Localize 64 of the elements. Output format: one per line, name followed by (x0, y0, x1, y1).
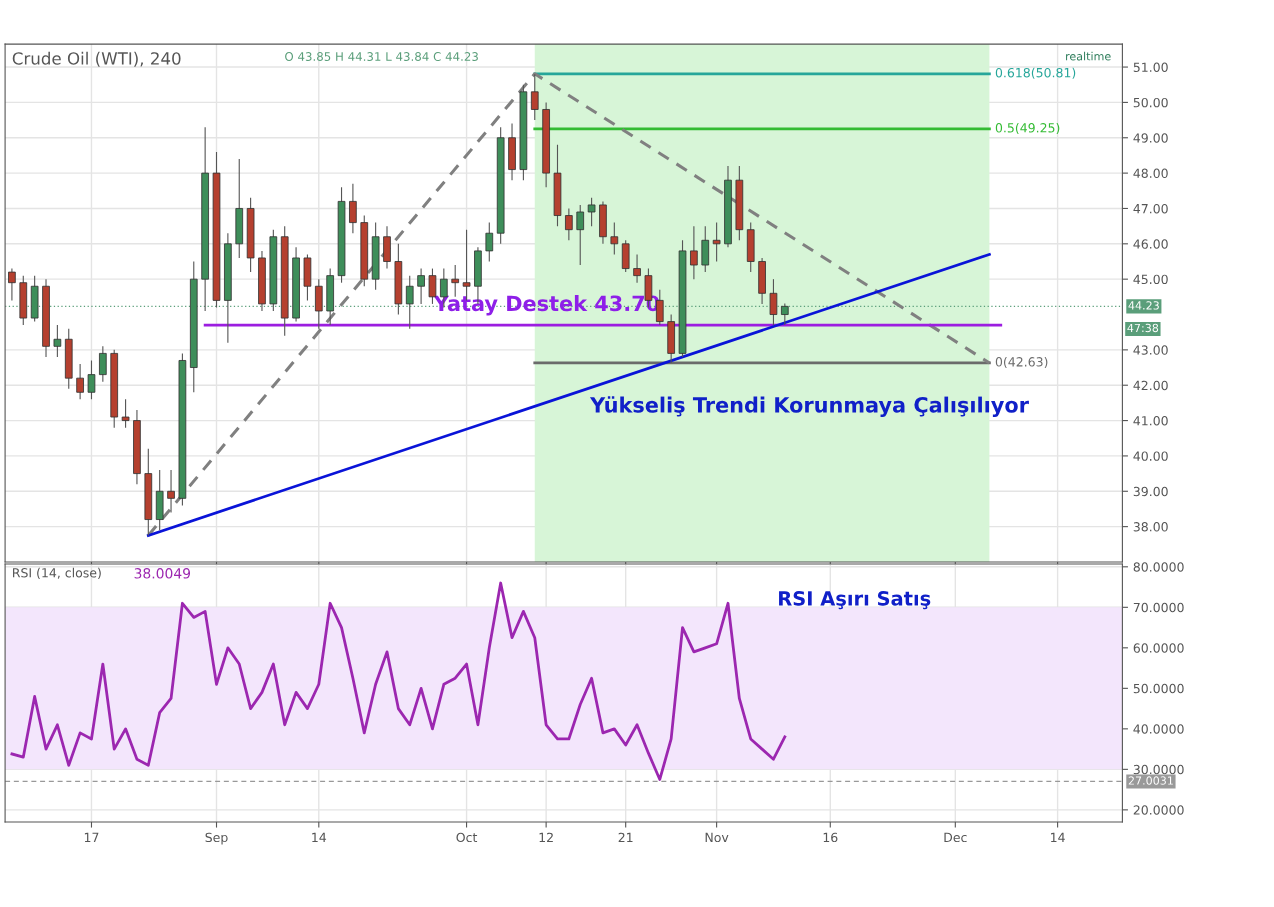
y-tick-label: 41.00 (1133, 416, 1168, 426)
annotation: RSI Aşırı Satış (779, 591, 931, 610)
candlestick (53, 324, 62, 358)
x-tick-label: Dec (944, 832, 967, 843)
candlestick (8, 268, 16, 301)
candlestick (565, 207, 573, 241)
y-tick-label: 49.00 (1133, 133, 1168, 143)
text: 47:38 (1127, 323, 1159, 333)
y-tick-label: 45.00 (1133, 274, 1168, 285)
y-tick-label: 39.00 (1133, 486, 1168, 497)
y-tick-label: 43.00 (1133, 345, 1168, 355)
y-tick-label: 40.0000 (1133, 724, 1184, 734)
y-tick-label: 40.00 (1133, 451, 1168, 461)
y-tick-label: 48.00 (1133, 168, 1168, 179)
y-tick-label: 30.0000 (1133, 764, 1184, 775)
candlestick (417, 268, 425, 305)
candlestick (121, 398, 130, 429)
x-tick-label: 12 (539, 832, 553, 842)
y-tick-label: 60.0000 (1133, 643, 1184, 653)
series-label: 0.618(50.81) (995, 67, 1076, 79)
text: O 43.85 H 44.31 L 43.84 C 44.23 (285, 52, 478, 61)
candlestick (405, 275, 414, 330)
candlestick (167, 469, 175, 514)
y-tick-label: 50.00 (1133, 97, 1168, 108)
x-tick-label: Sep (205, 832, 228, 845)
y-tick-label: 42.00 (1133, 380, 1168, 391)
ref-line-label: 44.23 (1128, 301, 1159, 310)
x-tick-label: 21 (618, 832, 633, 842)
candlestick (99, 345, 107, 383)
chart-subtitle: 38.0049 (134, 568, 191, 579)
series-label: 0(42.63) (995, 356, 1048, 369)
x-tick-label: Oct (456, 832, 478, 843)
candlestick (576, 204, 585, 266)
y-tick-label: 46.00 (1133, 239, 1168, 249)
annotation: Yükseliş Trendi Korunmaya Çalışılıyor (589, 396, 1029, 417)
x-tick-label: 17 (84, 832, 99, 842)
candlestick (530, 73, 539, 121)
y-tick-label: 51.00 (1133, 62, 1168, 72)
candlestick (633, 253, 641, 284)
series-label: 0.5(49.25) (995, 122, 1060, 135)
candlestick (485, 222, 494, 263)
candlestick (76, 363, 84, 400)
y-tick-label: 20.0000 (1133, 805, 1184, 815)
x-tick-label: 16 (823, 832, 838, 843)
candlestick (87, 359, 96, 400)
annotation: realtime (1066, 51, 1111, 61)
x-tick-label: Nov (705, 832, 729, 843)
candlestick (690, 225, 698, 280)
candlestick (610, 222, 619, 255)
candlestick (712, 222, 721, 263)
chart-title: RSI (14, close) (13, 567, 101, 579)
ref-line-label: 27.0031 (1128, 776, 1173, 785)
y-tick-label: 47.00 (1133, 203, 1168, 214)
chart-title: Crude Oil (WTI), 240 (12, 51, 181, 67)
candlestick (587, 197, 596, 227)
y-tick-label: 70.0000 (1133, 602, 1184, 613)
y-tick-label: 80.0000 (1133, 562, 1184, 572)
y-tick-label: 50.0000 (1133, 683, 1184, 694)
x-tick-label: 14 (312, 832, 327, 842)
candlestick (769, 278, 778, 326)
candlestick (349, 183, 357, 234)
x-tick-label: 14 (1051, 832, 1065, 842)
candlestick (780, 303, 789, 326)
y-tick-label: 38.00 (1133, 522, 1168, 532)
